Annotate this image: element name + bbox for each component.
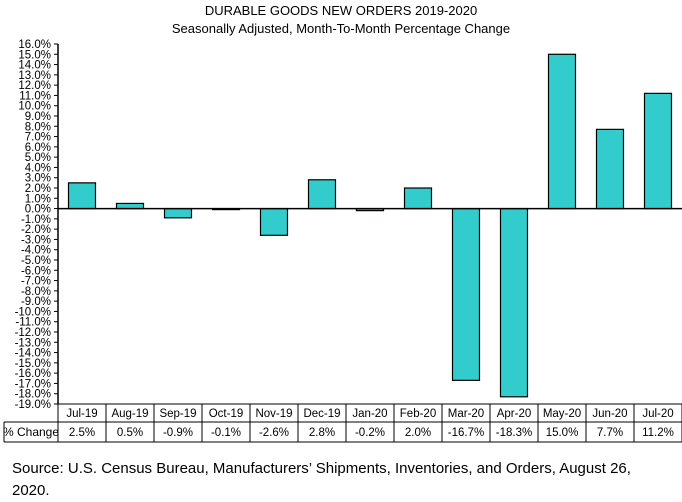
category-label: Sep-19 — [159, 408, 196, 420]
data-label: 2.8% — [309, 427, 335, 439]
bar-Feb-20 — [403, 187, 433, 210]
category-label: Feb-20 — [400, 408, 436, 420]
y-tick-label: -15.0% — [15, 358, 51, 370]
y-tick-label: 11.0% — [19, 90, 51, 102]
chart-title: DURABLE GOODS NEW ORDERS 2019-2020 — [204, 3, 478, 18]
data-label: 11.2% — [642, 427, 674, 439]
bar-Sep-19 — [163, 207, 193, 219]
y-tick-label: 4.0% — [25, 162, 51, 174]
data-label: -0.9% — [163, 427, 193, 439]
data-label: 2.0% — [405, 427, 431, 439]
category-label: Apr-20 — [497, 408, 532, 420]
data-label: 7.7% — [597, 427, 623, 439]
y-tick-label: -10.0% — [15, 306, 51, 318]
y-tick-label: -1.0% — [21, 214, 51, 226]
bar-Mar-20 — [451, 207, 481, 381]
chart-subtitle: Seasonally Adjusted, Month-To-Month Perc… — [171, 21, 511, 36]
y-tick-label: -4.0% — [21, 245, 51, 257]
data-label: -0.1% — [211, 427, 241, 439]
y-tick-label: 14.0% — [18, 60, 51, 72]
category-label: Dec-19 — [303, 408, 340, 420]
y-tick-label: -8.0% — [21, 286, 51, 298]
y-tick-label: -2.0% — [21, 224, 51, 236]
bar-Jul-19 — [67, 182, 97, 210]
data-label: -0.2% — [355, 427, 385, 439]
y-tick-label: -7.0% — [21, 276, 51, 288]
y-tick-label: -16.0% — [15, 368, 51, 380]
category-label: Jul-19 — [66, 408, 97, 420]
bar-chart: 16.0%15.0%14.0%13.0%12.0%11.0%10.0%9.0%8… — [3, 39, 682, 443]
bar-Apr-20 — [499, 207, 529, 398]
category-label: Jul-20 — [642, 408, 673, 420]
data-label: -16.7% — [448, 427, 484, 439]
data-label: -18.3% — [496, 427, 532, 439]
y-tick-label: 1.0% — [25, 193, 51, 205]
bar-Nov-19 — [259, 207, 289, 236]
source-note: Source: U.S. Census Bureau, Manufacturer… — [12, 460, 631, 499]
y-tick-label: -9.0% — [21, 296, 51, 308]
bar-Jun-20 — [595, 128, 625, 210]
y-tick-label: 0.0% — [25, 204, 51, 216]
y-tick-label: -12.0% — [15, 327, 51, 339]
data-label: 0.5% — [117, 427, 143, 439]
category-label: Mar-20 — [448, 408, 484, 420]
category-label: Oct-19 — [209, 408, 244, 420]
y-tick-label: 12.0% — [18, 80, 51, 92]
data-label: -2.6% — [259, 427, 289, 439]
y-tick-label: -5.0% — [21, 255, 51, 267]
category-label: Aug-19 — [111, 408, 148, 420]
y-tick-label: -14.0% — [15, 348, 51, 360]
y-tick-label: 5.0% — [25, 152, 51, 164]
table-row-label: % Change — [3, 425, 59, 439]
category-label: Nov-19 — [255, 408, 292, 420]
bar-Jul-20 — [643, 92, 673, 210]
y-tick-label: -11.0% — [15, 317, 51, 329]
bar-Aug-19 — [115, 202, 145, 210]
y-tick-label: 16.0% — [18, 39, 51, 51]
y-tick-label: -6.0% — [21, 265, 51, 277]
category-label: Jan-20 — [352, 408, 387, 420]
bar-Dec-19 — [307, 179, 337, 210]
y-tick-label: 8.0% — [25, 121, 51, 133]
y-tick-label: -13.0% — [15, 337, 51, 349]
y-tick-label: -3.0% — [21, 234, 51, 246]
category-label: Jun-20 — [592, 408, 627, 420]
data-label: 2.5% — [69, 427, 95, 439]
y-tick-label: 6.0% — [25, 142, 51, 154]
bar-May-20 — [547, 53, 577, 210]
y-tick-label: 13.0% — [18, 70, 51, 82]
y-tick-label: 2.0% — [25, 183, 51, 195]
y-tick-label: 9.0% — [25, 111, 51, 123]
y-tick-label: 10.0% — [18, 101, 51, 113]
category-label: May-20 — [543, 408, 581, 420]
y-tick-label: 7.0% — [25, 132, 51, 144]
y-tick-label: -18.0% — [15, 389, 51, 401]
data-label: 15.0% — [546, 427, 579, 439]
y-tick-label: 15.0% — [18, 49, 51, 61]
y-tick-label: -17.0% — [15, 378, 51, 390]
y-tick-label: 3.0% — [25, 173, 51, 185]
y-tick-label: -19.0% — [15, 399, 51, 411]
